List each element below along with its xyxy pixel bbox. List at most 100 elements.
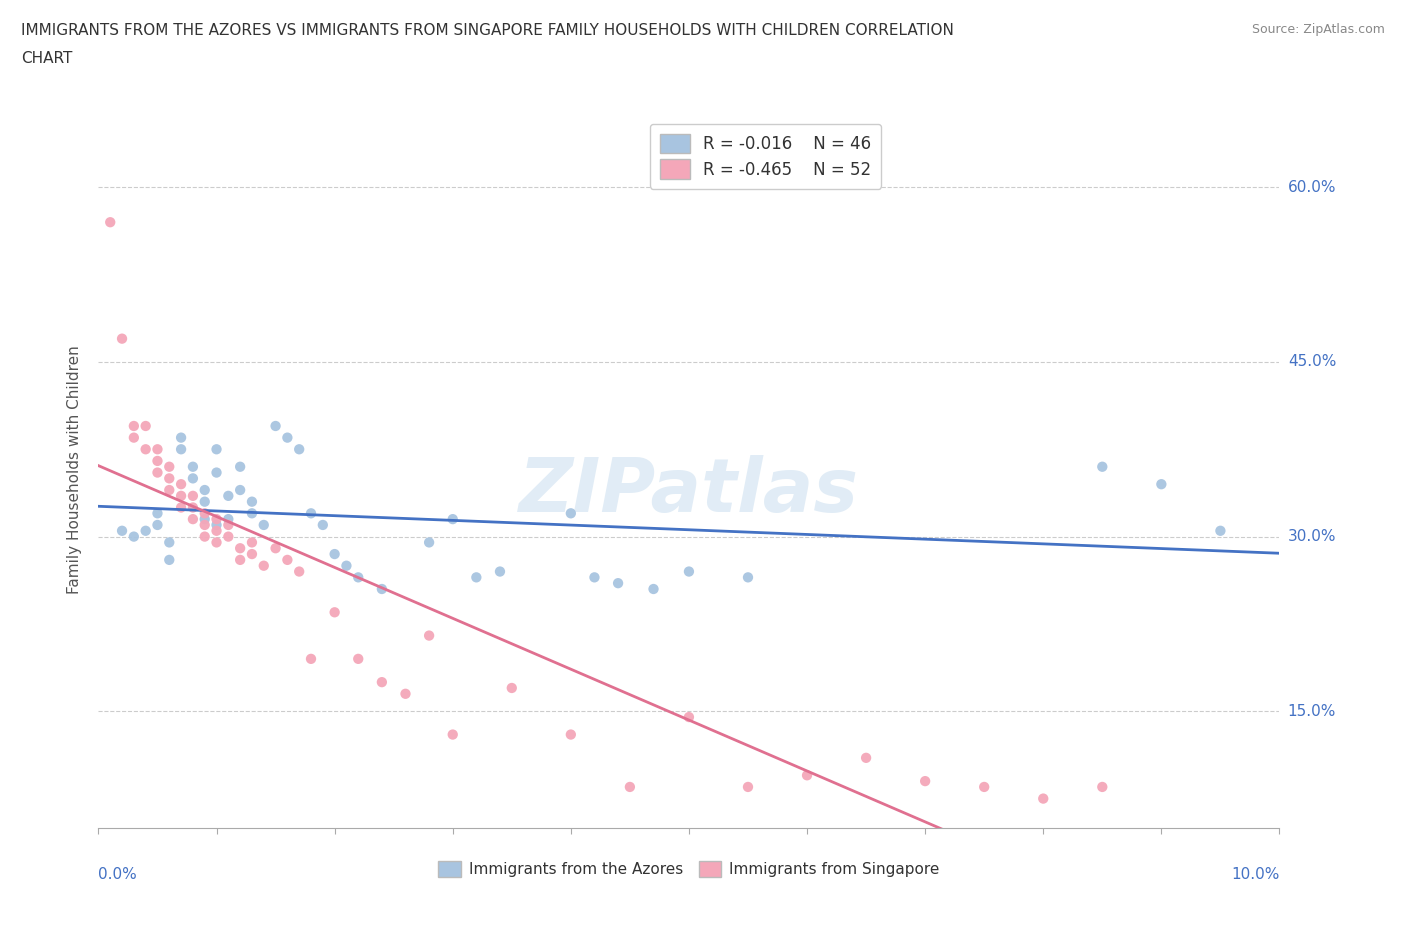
Point [157,471,180,485]
Point [607,576,630,591]
Point [240,547,263,562]
Text: 0.0%: 0.0% [98,867,138,882]
Point [299,506,322,521]
Point [643,581,665,596]
Point [194,517,217,532]
Point [217,512,239,526]
Point [205,535,228,550]
Point [371,581,394,596]
Point [240,494,263,509]
Point [181,488,204,503]
Point [170,500,193,515]
Point [264,418,287,433]
Point [1091,459,1114,474]
Point [229,459,252,474]
Point [737,570,759,585]
Point [205,524,228,538]
Point [194,529,217,544]
Point [264,541,287,556]
Point [619,779,641,794]
Point [371,674,394,689]
Point [441,512,464,526]
Point [253,517,276,532]
Text: 60.0%: 60.0% [1288,179,1336,194]
Point [217,488,239,503]
Point [973,779,995,794]
Point [181,471,204,485]
Point [560,727,582,742]
Point [394,686,416,701]
Point [323,547,346,562]
Point [418,628,440,643]
Point [122,529,145,544]
Point [194,506,217,521]
Point [135,418,157,433]
Text: CHART: CHART [21,51,73,66]
Point [111,331,134,346]
Point [678,710,700,724]
Point [157,483,180,498]
Point [1032,791,1054,806]
Point [194,512,217,526]
Point [205,517,228,532]
Y-axis label: Family Households with Children: Family Households with Children [67,345,83,594]
Point [205,465,228,480]
Point [194,494,217,509]
Point [299,651,322,666]
Point [276,552,298,567]
Point [737,779,759,794]
Point [418,535,440,550]
Text: IMMIGRANTS FROM THE AZORES VS IMMIGRANTS FROM SINGAPORE FAMILY HOUSEHOLDS WITH C: IMMIGRANTS FROM THE AZORES VS IMMIGRANTS… [21,23,953,38]
Text: Source: ZipAtlas.com: Source: ZipAtlas.com [1251,23,1385,36]
Point [1091,779,1114,794]
Point [678,565,700,579]
Text: 30.0%: 30.0% [1288,529,1336,544]
Point [1209,524,1232,538]
Point [146,465,169,480]
Text: 15.0%: 15.0% [1288,704,1336,719]
Point [122,431,145,445]
Point [914,774,936,789]
Point [194,483,217,498]
Point [347,651,370,666]
Point [583,570,606,585]
Point [229,552,252,567]
Point [205,512,228,526]
Point [157,459,180,474]
Point [288,442,311,457]
Point [146,506,169,521]
Text: 45.0%: 45.0% [1288,354,1336,369]
Point [441,727,464,742]
Point [98,215,121,230]
Point [205,442,228,457]
Point [560,506,582,521]
Legend: Immigrants from the Azores, Immigrants from Singapore: Immigrants from the Azores, Immigrants f… [439,861,939,877]
Point [796,768,818,783]
Point [111,524,134,538]
Point [181,459,204,474]
Point [229,483,252,498]
Text: ZIPatlas: ZIPatlas [519,455,859,527]
Point [170,442,193,457]
Point [465,570,488,585]
Point [181,500,204,515]
Point [276,431,298,445]
Point [855,751,877,765]
Point [122,418,145,433]
Point [146,454,169,469]
Point [157,535,180,550]
Point [489,565,512,579]
Point [335,558,357,573]
Point [240,506,263,521]
Point [146,517,169,532]
Point [146,442,169,457]
Point [312,517,335,532]
Point [170,488,193,503]
Point [347,570,370,585]
Point [501,681,523,696]
Point [135,442,157,457]
Point [1150,477,1173,492]
Point [217,517,239,532]
Text: 10.0%: 10.0% [1232,867,1279,882]
Point [288,565,311,579]
